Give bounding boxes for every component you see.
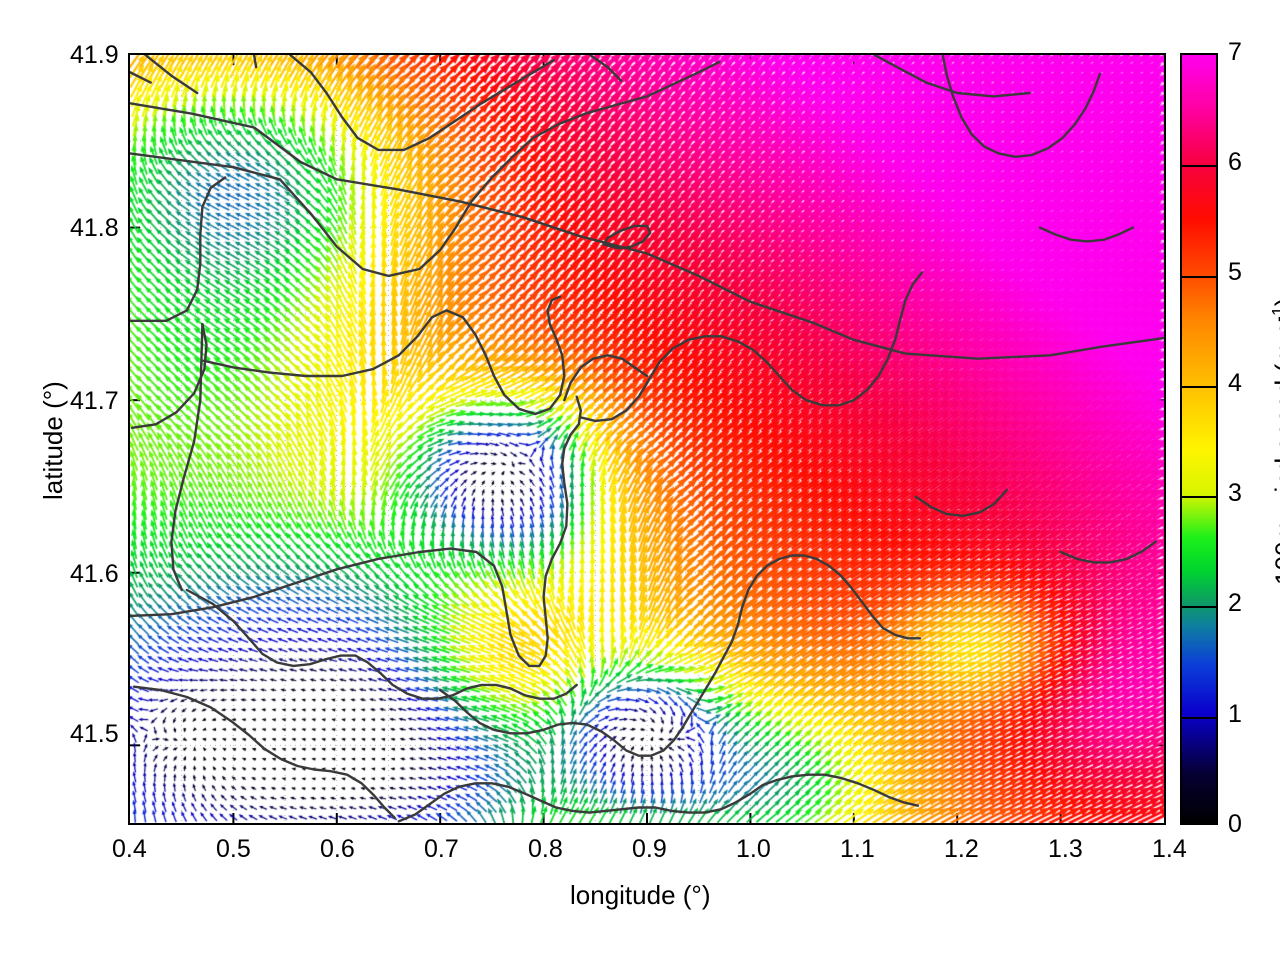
y-axis-title: latitude (°) [38, 381, 68, 500]
x-tick-label: 0.7 [424, 835, 459, 863]
colorbar-tick-label: 0 [1228, 810, 1242, 838]
y-tick-label: 41.9 [70, 41, 119, 69]
colorbar-tick-label: 3 [1228, 479, 1242, 507]
x-tick-label: 0.9 [632, 835, 667, 863]
colorbar-title-text: 100m-wind speed (m s [1269, 322, 1280, 585]
terrain-contour-lines [130, 55, 1164, 823]
colorbar-tick [1182, 496, 1216, 499]
colorbar-title-close: ) [1270, 298, 1280, 307]
x-axis-title: longitude (°) [570, 880, 711, 910]
colorbar-tick-label: 7 [1228, 38, 1242, 66]
x-tick-label: 1.2 [944, 835, 979, 863]
colorbar-tick [1182, 165, 1216, 168]
colorbar-tick-label: 5 [1228, 258, 1242, 286]
colorbar-tick [1182, 716, 1216, 719]
colorbar-tick-label: 4 [1228, 369, 1242, 397]
x-tick-label: 0.8 [528, 835, 563, 863]
x-tick-label: 0.6 [320, 835, 355, 863]
wind-vector-field [130, 55, 1164, 823]
x-tick-label: 1.3 [1048, 835, 1083, 863]
colorbar-tick-label: 1 [1228, 700, 1242, 728]
y-tick-label: 41.7 [70, 387, 119, 415]
colorbar-tick-label: 6 [1228, 148, 1242, 176]
colorbar-tick-label: 2 [1228, 589, 1242, 617]
y-tick-label: 41.6 [70, 560, 119, 588]
x-tick-label: 1.1 [840, 835, 875, 863]
x-tick-label: 0.4 [112, 835, 147, 863]
colorbar[interactable] [1180, 53, 1218, 825]
colorbar-title: 100m-wind speed (m s-1) [1268, 298, 1280, 585]
x-tick-label: 0.5 [216, 835, 251, 863]
colorbar-title-exponent: -1 [1268, 306, 1280, 322]
colorbar-tick [1182, 275, 1216, 278]
colorbar-tick [1182, 385, 1216, 388]
y-tick-label: 41.8 [70, 214, 119, 242]
x-tick-label: 1.0 [736, 835, 771, 863]
x-tick-label: 1.4 [1152, 835, 1187, 863]
colorbar-gradient [1182, 55, 1216, 823]
colorbar-tick [1182, 606, 1216, 609]
map-plot-area[interactable] [128, 53, 1166, 825]
y-tick-label: 41.5 [70, 720, 119, 748]
